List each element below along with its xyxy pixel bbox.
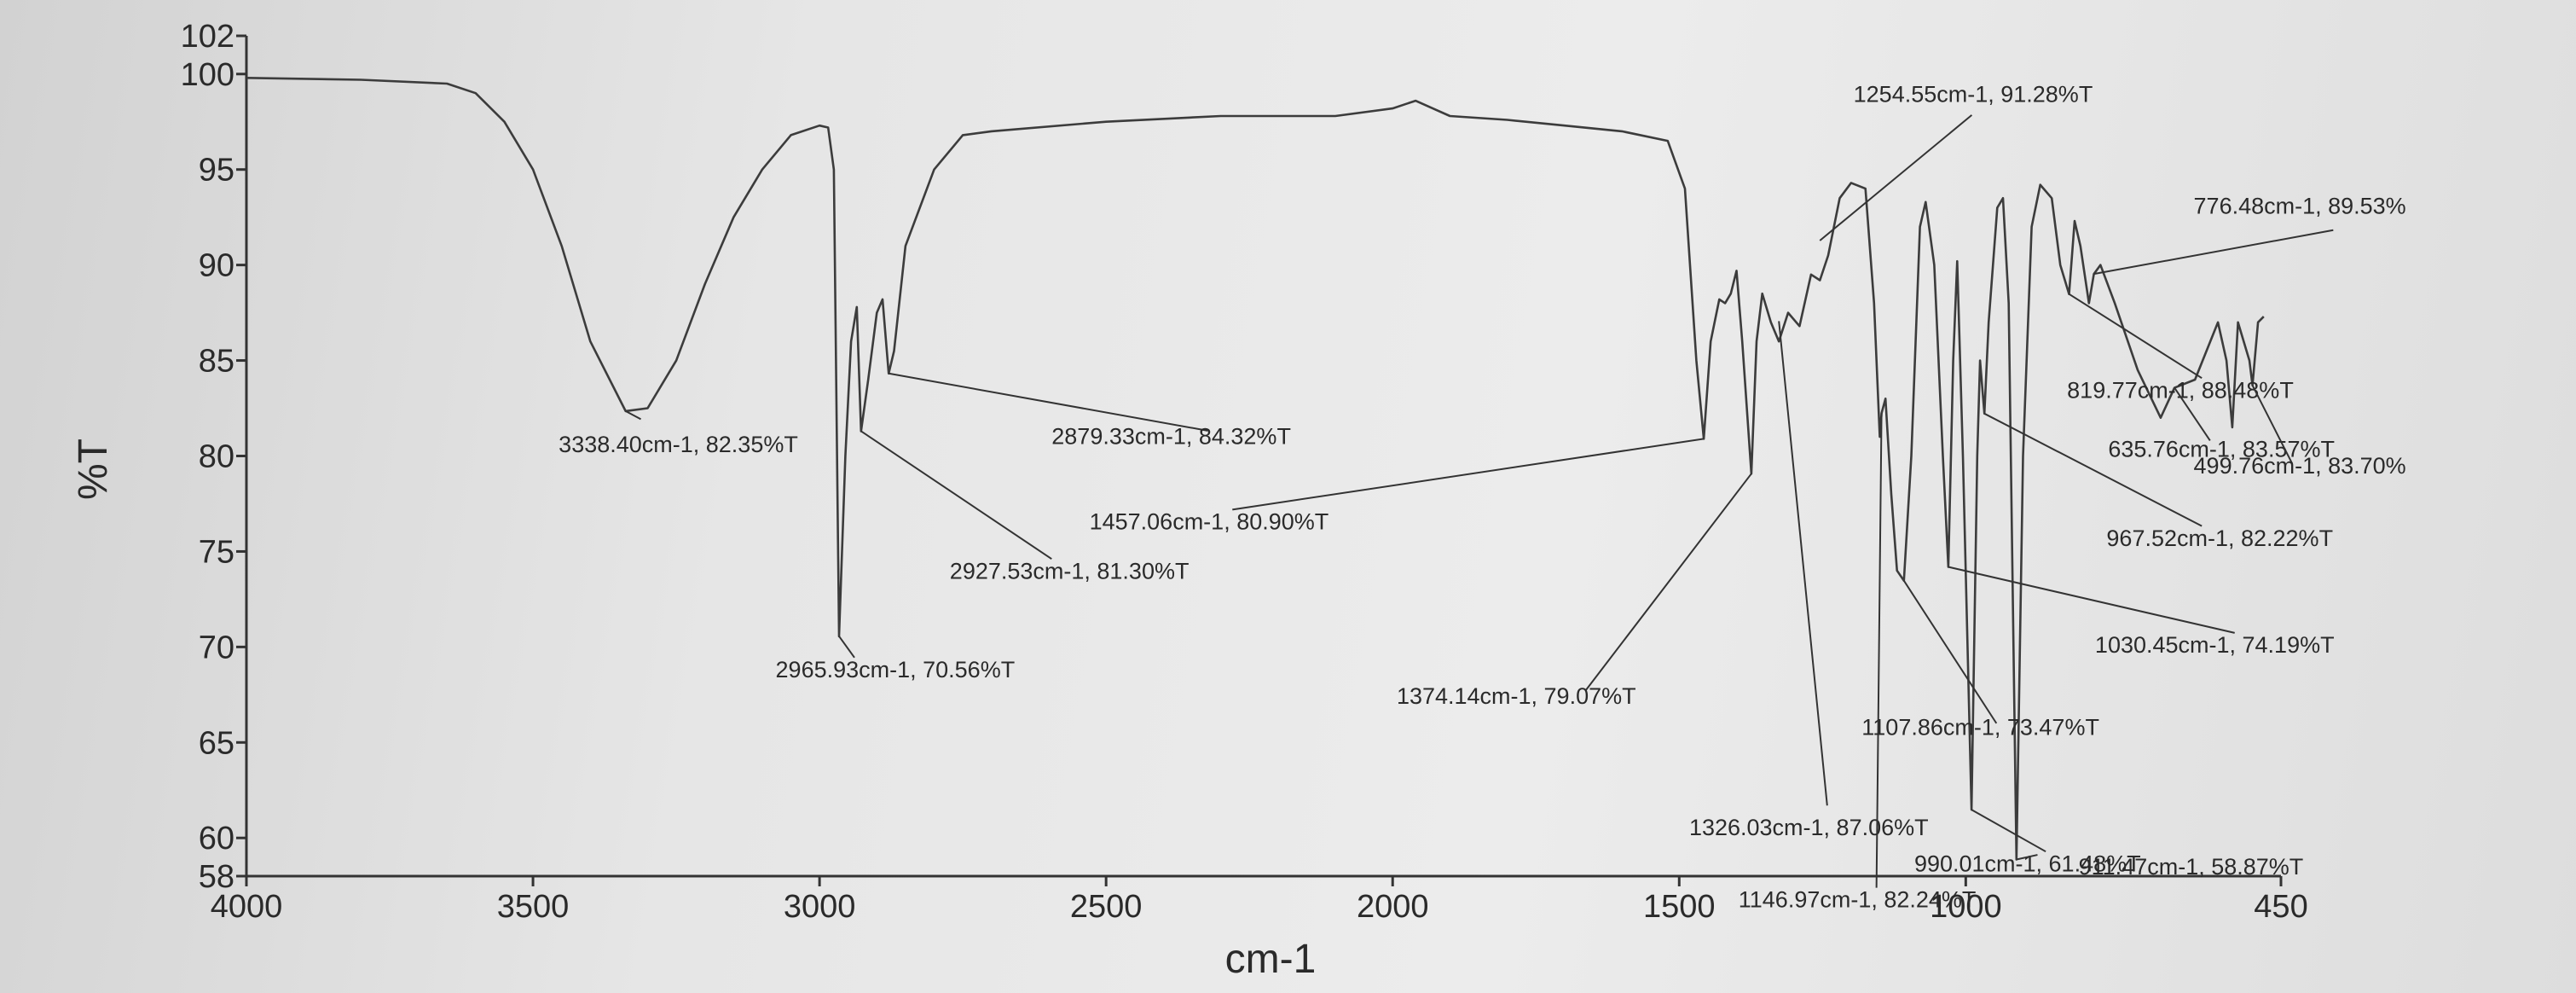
x-axis-label: cm-1 [1225, 937, 1317, 982]
y-tick-label: 90 [199, 248, 234, 284]
annotation-leader [860, 430, 1052, 560]
y-tick-label: 80 [199, 439, 234, 475]
annotation-label: 776.48cm-1, 89.53% [2194, 194, 2406, 219]
annotation-leader [625, 410, 641, 421]
annotation-leader [2251, 385, 2294, 464]
annotation-label: 1457.06cm-1, 80.90%T [1090, 508, 1329, 534]
annotation-leader [1948, 566, 2235, 634]
annotation-leader [1584, 473, 1752, 691]
y-tick-label: 100 [181, 57, 234, 93]
annotation-label: 1254.55cm-1, 91.28%T [1854, 81, 2093, 107]
y-tick-label: 85 [199, 344, 234, 380]
x-tick-label: 2000 [1357, 889, 1429, 925]
annotation-label: 635.76cm-1, 83.57%T [2108, 437, 2335, 462]
annotation-label: 2879.33cm-1, 84.32%T [1051, 423, 1291, 449]
spectrum-line [246, 77, 2265, 861]
x-tick-label: 450 [2254, 889, 2307, 925]
y-axis-label: %T [71, 438, 116, 500]
annotation-leader [2068, 293, 2203, 380]
annotation-label: 2927.53cm-1, 81.30%T [950, 558, 1190, 584]
x-tick-label: 3000 [784, 889, 856, 925]
x-tick-label: 1000 [1930, 889, 2002, 925]
annotation-leader [838, 636, 855, 659]
y-tick-label: 102 [181, 19, 234, 55]
annotation-leader [1778, 321, 1828, 806]
x-tick-label: 3500 [497, 889, 570, 925]
annotation-label: 1146.97cm-1, 82.24%T [1739, 887, 1977, 913]
y-tick-label: 65 [199, 725, 234, 761]
annotation-leader [1983, 412, 2203, 527]
annotation-label: 911.47cm-1, 58.87%T [2079, 854, 2304, 880]
annotation-leader [889, 372, 1208, 432]
annotation-leader [1819, 114, 1973, 241]
annotation-leader [1875, 413, 1883, 888]
annotation-label: 1326.03cm-1, 87.06%T [1689, 815, 1929, 840]
annotation-label: 1107.86cm-1, 73.47%T [1861, 714, 2099, 740]
annotation-label: 1030.45cm-1, 74.19%T [2095, 632, 2335, 658]
x-tick-label: 4000 [211, 889, 283, 925]
y-tick-label: 70 [199, 630, 234, 665]
annotation-leader [1971, 809, 2046, 853]
annotation-label: 990.01cm-1, 61.48%T [1914, 851, 2141, 876]
annotation-leader [2174, 387, 2211, 441]
y-tick-label: 95 [199, 153, 234, 189]
annotation-label: 967.52cm-1, 82.22%T [2106, 526, 2333, 551]
annotation-label: 3338.40cm-1, 82.35%T [559, 432, 798, 457]
annotation-label: 2965.93cm-1, 70.56%T [776, 657, 1016, 682]
annotation-leader [2016, 854, 2038, 861]
y-tick-label: 60 [199, 821, 234, 857]
x-tick-label: 1500 [1643, 889, 1716, 925]
annotation-leader [2093, 229, 2334, 276]
annotation-leader [1232, 438, 1705, 511]
y-tick-label: 75 [199, 534, 234, 570]
y-tick-label: 58 [199, 859, 234, 895]
annotation-leader [1903, 580, 1998, 724]
annotation-label: 1374.14cm-1, 79.07%T [1397, 683, 1636, 709]
annotation-label: 499.76cm-1, 83.70% [2194, 453, 2406, 479]
x-tick-label: 2500 [1070, 889, 1143, 925]
